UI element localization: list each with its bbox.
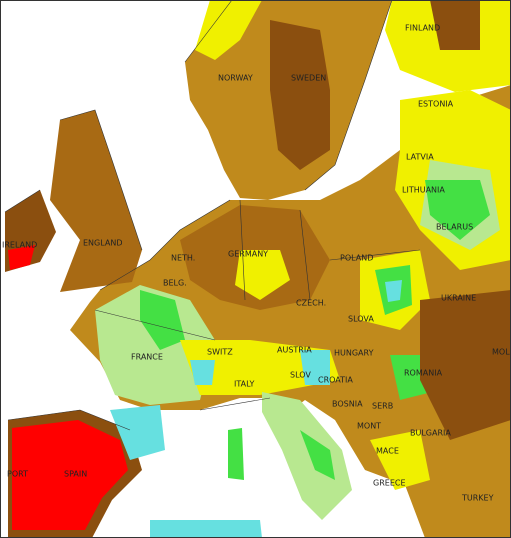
cyan-patch bbox=[385, 280, 402, 302]
country-label: SERB bbox=[372, 402, 393, 411]
country-label: LITHUANIA bbox=[402, 186, 445, 195]
africa-coast bbox=[150, 520, 262, 538]
green-patch bbox=[300, 430, 335, 480]
great-britain bbox=[50, 110, 142, 292]
country-label: BOSNIA bbox=[332, 400, 363, 409]
yellow-patch bbox=[235, 250, 290, 300]
country-label: GERMANY bbox=[228, 250, 268, 259]
country-label: SLOVA bbox=[348, 315, 374, 324]
italy bbox=[262, 392, 352, 520]
country-label: ENGLAND bbox=[83, 239, 123, 248]
country-label: TURKEY bbox=[461, 494, 494, 503]
green-patch bbox=[425, 180, 490, 240]
country-label: FRANCE bbox=[131, 353, 163, 362]
country-label: SWITZ bbox=[207, 348, 233, 357]
land bbox=[5, 0, 511, 538]
borders bbox=[4, 0, 421, 431]
yellow-patch bbox=[195, 0, 262, 60]
country-label: NETH. bbox=[171, 254, 195, 263]
country-label: SWEDEN bbox=[291, 74, 326, 83]
cyan-patch bbox=[110, 405, 165, 460]
country-label: PORT bbox=[7, 470, 28, 479]
country-label: FINLAND bbox=[405, 24, 440, 33]
dark-patch bbox=[430, 0, 480, 50]
country-label: NORWAY bbox=[218, 74, 253, 83]
country-label: BELARUS bbox=[436, 223, 473, 232]
turkey bbox=[440, 450, 511, 512]
red-patch bbox=[8, 245, 35, 270]
dark-patch bbox=[270, 20, 330, 170]
country-label: ESTONIA bbox=[418, 100, 454, 109]
east bbox=[420, 290, 511, 440]
country-label: UKRAINE bbox=[441, 294, 476, 303]
country-label: SPAIN bbox=[64, 470, 87, 479]
country-labels: FINLAND NORWAY SWEDEN ESTONIA LATVIA LIT… bbox=[2, 24, 510, 503]
country-label: SLOV bbox=[290, 371, 311, 380]
green-patch bbox=[140, 290, 185, 350]
alps bbox=[180, 340, 340, 395]
country-label: MOL bbox=[492, 348, 510, 357]
country-label: GREECE bbox=[373, 479, 406, 488]
country-label: CZECH. bbox=[296, 299, 326, 308]
sardinia bbox=[228, 428, 244, 480]
country-label: HUNGARY bbox=[334, 349, 374, 358]
country-label: ROMANIA bbox=[404, 369, 443, 378]
country-label: ITALY bbox=[234, 380, 254, 389]
country-label: AUSTRIA bbox=[277, 346, 312, 355]
country-label: MACE bbox=[376, 447, 399, 456]
cyan-patch bbox=[300, 350, 330, 385]
country-label: BULGARIA bbox=[410, 429, 451, 438]
country-label: LATVIA bbox=[406, 153, 434, 162]
country-label: CROATIA bbox=[318, 376, 353, 385]
red-patch bbox=[12, 420, 128, 530]
country-label: MONT bbox=[357, 422, 381, 431]
country-label: IRELAND bbox=[2, 241, 37, 250]
france bbox=[95, 285, 215, 405]
country-label: POLAND bbox=[340, 254, 373, 263]
cyan-patch bbox=[190, 360, 215, 385]
coastline bbox=[4, 0, 421, 431]
country-label: BELG. bbox=[163, 279, 187, 288]
yellow-patch bbox=[370, 430, 430, 490]
